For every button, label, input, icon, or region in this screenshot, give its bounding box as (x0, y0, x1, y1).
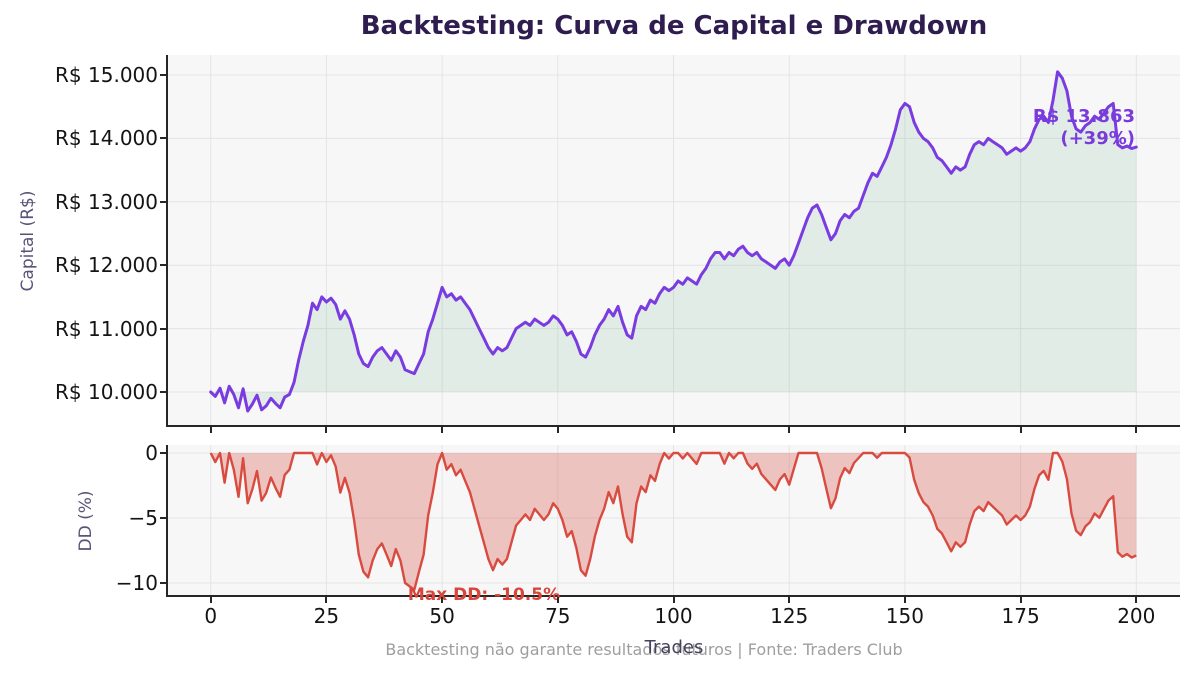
dd-x-tick-mark (556, 597, 559, 603)
x-tick-label: 75 (545, 604, 571, 628)
dd-x-tick-mark (1135, 597, 1138, 603)
x-tick-label: 150 (885, 604, 924, 628)
drawdown-line (209, 451, 1137, 591)
capital-x-tick-mark (672, 427, 675, 433)
x-tick-label: 25 (313, 604, 340, 628)
x-tick-label: 50 (429, 604, 455, 628)
dd-x-tick-mark (325, 597, 328, 603)
final-capital-annotation: R$ 13.863 (+39%) (1033, 106, 1135, 150)
dd-y-tick-label: −10 (115, 571, 158, 595)
x-tick-label: 200 (1117, 604, 1156, 628)
capital-x-tick-mark (788, 427, 791, 433)
capital-y-tick-label: R$ 13.000 (55, 189, 158, 214)
capital-y-tick-mark (160, 74, 166, 76)
dd-x-tick-mark (903, 597, 906, 603)
dd-x-tick-mark (788, 597, 791, 603)
drawdown-curve-svg (168, 445, 1180, 595)
capital-y-tick-label: R$ 14.000 (55, 126, 158, 151)
capital-x-tick-mark (441, 427, 444, 433)
dd-y-tick-mark (160, 452, 166, 454)
final-return-value: (+39%) (1060, 128, 1135, 149)
capital-x-tick-mark (556, 427, 559, 433)
dd-x-tick-mark (209, 597, 212, 603)
capital-y-tick-label: R$ 10.000 (55, 380, 158, 404)
x-tick-label: 175 (1001, 604, 1040, 628)
capital-y-tick-label: R$ 11.000 (55, 316, 158, 341)
x-tick-label: 100 (654, 604, 693, 628)
dd-y-tick-label: 0 (145, 441, 158, 465)
capital-y-tick-mark (160, 137, 166, 140)
capital-x-tick-mark (903, 427, 906, 433)
capital-x-tick-mark (1019, 427, 1022, 433)
capital-y-tick-mark (160, 327, 166, 330)
dd-x-tick-mark (1019, 597, 1022, 603)
x-axis-title: Trades (644, 637, 704, 658)
dd-y-tick-mark (160, 517, 166, 519)
capital-x-tick-mark (325, 427, 328, 433)
final-capital-value: R$ 13.863 (1032, 106, 1135, 127)
drawdown-plot (166, 445, 1180, 597)
dd-y-tick-mark (160, 582, 166, 584)
capital-y-tick-label: R$ 15.000 (55, 63, 158, 87)
dd-x-tick-mark (672, 597, 675, 603)
drawdown-fill-area (210, 453, 1137, 590)
capital-line (209, 70, 1138, 413)
capital-x-tick-mark (1135, 427, 1138, 433)
dd-x-tick-mark (441, 597, 444, 603)
max-dd-annotation: Max DD: -10.5% (407, 585, 561, 605)
capital-y-tick-label: R$ 12.000 (55, 253, 158, 278)
capital-y-tick-mark (160, 391, 166, 393)
capital-fill-area (210, 71, 1137, 412)
footer-note: Backtesting não garante resultados futur… (385, 640, 903, 659)
x-tick-label: 125 (770, 604, 809, 628)
capital-curve-svg (168, 55, 1180, 425)
dd-y-tick-label: −5 (128, 506, 158, 530)
capital-y-tick-mark (160, 200, 166, 203)
capital-plot (166, 55, 1180, 427)
x-tick-label: 0 (204, 604, 218, 628)
chart-title: Backtesting: Curva de Capital e Drawdown (360, 11, 988, 41)
capital-y-tick-mark (160, 264, 166, 267)
capital-x-tick-mark (209, 427, 212, 433)
